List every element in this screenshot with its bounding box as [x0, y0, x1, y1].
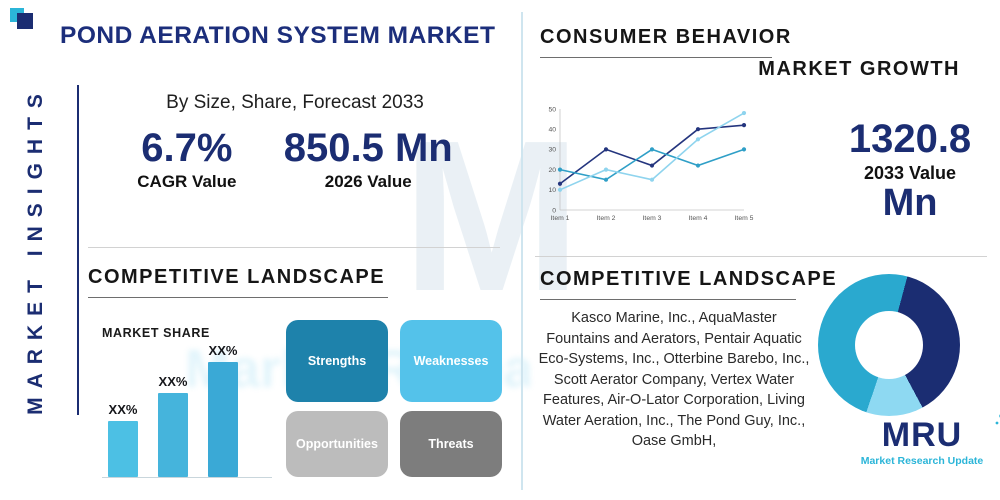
value-2026-stat: 850.5 Mn 2026 Value: [284, 126, 453, 192]
competitor-donut-chart: [818, 274, 960, 416]
bar: [158, 393, 188, 477]
bar: [108, 421, 138, 477]
mru-logo-text: MRU: [881, 416, 963, 454]
value-2033-label: 2033 Value: [863, 163, 957, 183]
rail-divider-line: [77, 85, 79, 415]
center-vertical-divider: [521, 12, 523, 490]
bar-value-label: XX%: [208, 343, 238, 358]
mru-logo-tagline: Market Research Update: [860, 454, 984, 467]
swot-strengths: Strengths: [286, 320, 388, 402]
value-2033: 1320.8: [848, 117, 972, 161]
market-growth-heading: MARKET GROWTH: [758, 58, 960, 80]
swot-grid: Strengths Weaknesses Opportunities Threats: [286, 320, 502, 477]
cagr-value: 6.7%: [141, 126, 233, 170]
svg-text:10: 10: [548, 187, 556, 194]
market-insights-rail: MARKET INSIGHTS: [24, 85, 47, 415]
bar-value-label: XX%: [108, 402, 138, 417]
right-horizontal-divider: [535, 256, 987, 257]
headline-stats: 6.7% CAGR Value 850.5 Mn 2026 Value: [90, 126, 500, 192]
competitor-list: Kasco Marine, Inc., AquaMaster Fountains…: [538, 310, 810, 450]
svg-text:20: 20: [548, 167, 556, 174]
corner-navy-square-icon: [17, 13, 33, 29]
competitive-landscape-right-heading: COMPETITIVE LANDSCAPE: [540, 268, 836, 300]
logo-dots-icon: [995, 414, 1000, 425]
page-subtitle: By Size, Share, Forecast 2033: [166, 92, 424, 113]
market-growth-chart: 0 10 20 30 40 50 Item 1 Item 2 Item 3 Item 4 Item …: [548, 106, 754, 222]
cagr-stat: 6.7% CAGR Value: [137, 126, 236, 192]
svg-text:Item 5: Item 5: [735, 215, 754, 222]
market-share-bar: XX%: [208, 343, 238, 477]
svg-text:30: 30: [548, 147, 556, 154]
svg-text:Item 1: Item 1: [551, 215, 570, 222]
value-2026: 850.5 Mn: [283, 126, 453, 170]
value-2033-unit: Mn: [882, 182, 938, 224]
svg-text:50: 50: [548, 106, 556, 113]
svg-text:Item 4: Item 4: [689, 215, 708, 222]
bar: [208, 362, 238, 477]
market-share-bar: XX%: [108, 402, 138, 477]
svg-text:0: 0: [552, 207, 556, 214]
mru-logo: MRU Market Research Update: [850, 414, 1000, 467]
value-2033-stat: 1320.8 2033 Value Mn: [828, 118, 992, 224]
donut-hole: [855, 311, 923, 379]
svg-text:Item 3: Item 3: [643, 215, 662, 222]
bar-value-label: XX%: [158, 374, 188, 389]
svg-text:Item 2: Item 2: [597, 215, 616, 222]
left-horizontal-divider: [88, 247, 500, 248]
swot-threats: Threats: [400, 411, 502, 477]
market-share-label: MARKET SHARE: [102, 326, 210, 340]
cagr-label: CAGR Value: [137, 172, 237, 191]
competitive-landscape-left-heading: COMPETITIVE LANDSCAPE: [88, 266, 388, 298]
swot-weaknesses: Weaknesses: [400, 320, 502, 402]
consumer-behavior-heading: CONSUMER BEHAVIOR: [540, 26, 790, 58]
page-title: POND AERATION SYSTEM MARKET: [60, 22, 496, 49]
market-share-bar: XX%: [158, 374, 188, 477]
value-2026-label: 2026 Value: [324, 172, 412, 191]
svg-text:40: 40: [548, 127, 556, 134]
market-share-chart: XX% XX% XX%: [102, 343, 272, 478]
swot-opportunities: Opportunities: [286, 411, 388, 477]
